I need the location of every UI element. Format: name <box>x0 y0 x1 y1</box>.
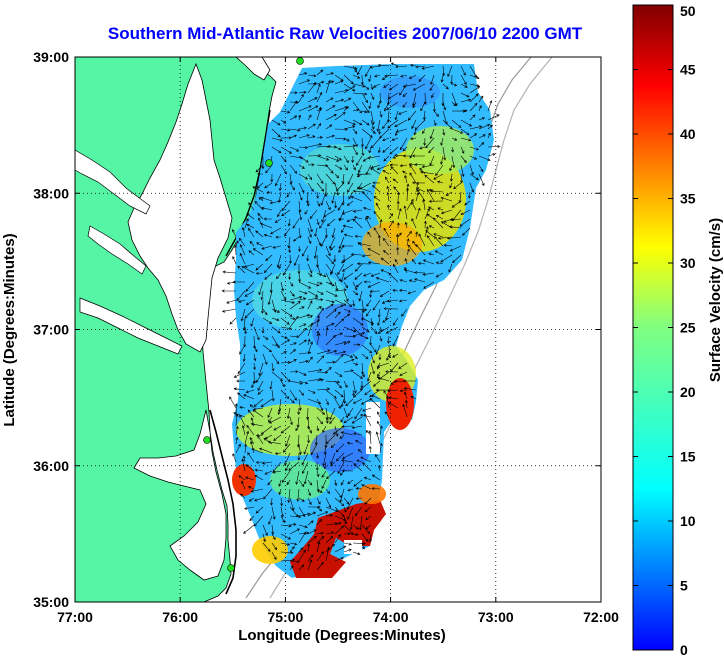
x-tick-label: 75:00 <box>267 609 303 625</box>
radar-station-marker <box>203 436 211 444</box>
colorbar-tick-label: 45 <box>680 62 696 78</box>
delaware-bay <box>235 57 271 81</box>
x-tick-label: 73:00 <box>478 609 514 625</box>
y-tick-label: 39:00 <box>33 49 69 65</box>
velocity-arrow-set <box>221 62 501 571</box>
velocity-patch <box>232 464 256 496</box>
coverage-gap <box>366 402 380 454</box>
colorbar-tick-label: 50 <box>680 3 696 19</box>
outer-banks <box>209 409 237 595</box>
radar-station-marker <box>227 564 235 572</box>
velocity-patch <box>300 144 380 196</box>
x-axis: 77:00 76:00 75:00 74:00 73:00 72:00 <box>57 57 619 625</box>
colorbar-tick-label: 10 <box>680 513 696 529</box>
y-tick-label: 35:00 <box>33 594 69 610</box>
rappahannock-river <box>87 225 147 275</box>
colorbar-tick-label: 25 <box>680 320 696 336</box>
y-tick-label: 37:00 <box>33 322 69 338</box>
radar-station-marker <box>265 159 273 167</box>
velocity-arrows <box>221 62 501 571</box>
x-axis-label: Longitude (Degrees:Minutes) <box>238 627 446 644</box>
y-tick-label: 36:00 <box>33 458 69 474</box>
x-tick-label: 74:00 <box>373 609 409 625</box>
colorbar-tick-label: 35 <box>680 191 696 207</box>
y-axis: 39:00 38:00 37:00 36:00 35:00 <box>33 49 601 610</box>
colorbar-tick-label: 30 <box>680 255 696 271</box>
velocity-patch <box>312 304 368 356</box>
x-tick-label: 77:00 <box>57 609 93 625</box>
x-tick-label: 72:00 <box>583 609 619 625</box>
radar-station-marker <box>296 57 304 65</box>
grid-lines <box>75 57 601 602</box>
potomac-river <box>75 149 151 215</box>
colorbar-tick-label: 0 <box>680 642 688 658</box>
colorbar-tick-label: 5 <box>680 578 688 594</box>
map-layer <box>75 57 601 602</box>
chesapeake-bay <box>127 62 233 353</box>
chart-title: Southern Mid-Atlantic Raw Velocities 200… <box>108 24 583 43</box>
james-river <box>79 297 183 355</box>
colorbar-label: Surface Velocity (cm/s) <box>707 218 724 382</box>
y-axis-label: Latitude (Degrees:Minutes) <box>1 233 18 426</box>
colorbar-tick-label: 20 <box>680 384 696 400</box>
velocity-patch <box>310 428 370 472</box>
colorbar <box>632 4 674 651</box>
colorbar-tick-label: 40 <box>680 126 696 142</box>
coverage-gap <box>344 540 362 554</box>
y-tick-label: 38:00 <box>33 185 69 201</box>
velocity-patch <box>358 484 386 504</box>
pamlico-sound <box>133 409 227 581</box>
velocity-patch <box>290 500 386 578</box>
colorbar-tick-label: 15 <box>680 449 696 465</box>
radar-stations <box>203 57 304 572</box>
velocity-patch <box>406 126 474 174</box>
x-tick-label: 76:00 <box>162 609 198 625</box>
